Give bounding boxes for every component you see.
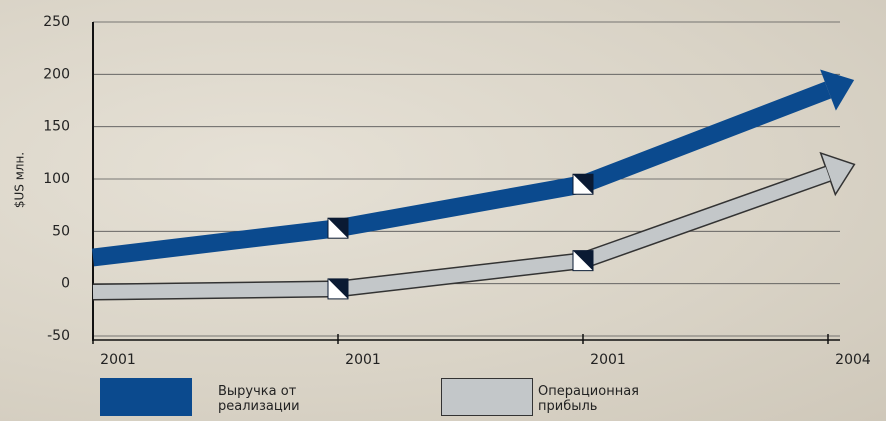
y-tick-label: 150 [43, 119, 70, 135]
series-line [92, 167, 831, 300]
y-axis-label: $US млн. [13, 152, 27, 208]
legend-swatch [100, 378, 192, 416]
legend-label: Выручка от реализации [218, 384, 300, 414]
marker-half [573, 174, 593, 195]
y-tick-label: 250 [43, 14, 70, 30]
y-tick-label: 200 [43, 66, 70, 82]
legend-label: Операционная прибыль [538, 384, 639, 414]
x-tick-label: 2004 [835, 352, 871, 368]
y-tick-label: -50 [47, 328, 70, 344]
legend-swatch [441, 378, 533, 416]
x-tick-label: 2001 [590, 352, 626, 368]
marker-half [328, 278, 348, 299]
arrow-head [820, 69, 855, 111]
y-tick-label: 0 [61, 276, 70, 292]
marker-half [573, 250, 593, 271]
y-tick-label: 50 [52, 223, 70, 239]
marker-half [328, 218, 348, 239]
x-tick-label: 2001 [345, 352, 381, 368]
y-tick-label: 100 [43, 171, 70, 187]
x-tick-label: 2001 [100, 352, 136, 368]
series-line [91, 81, 832, 267]
